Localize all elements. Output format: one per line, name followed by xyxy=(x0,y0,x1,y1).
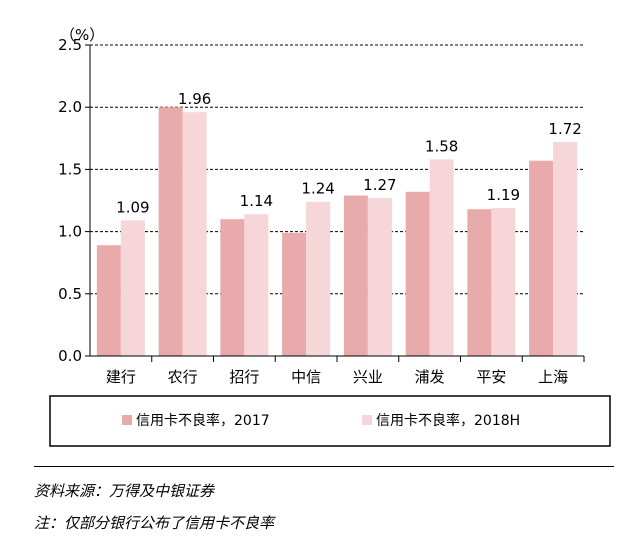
y-tick-label: 0.0 xyxy=(58,347,82,365)
bar-2018h xyxy=(367,198,392,356)
bar-2017 xyxy=(343,195,368,356)
category-label: 上海 xyxy=(538,368,568,386)
data-label: 1.96 xyxy=(178,90,211,108)
data-label: 1.27 xyxy=(363,176,396,194)
bar-2017 xyxy=(282,232,307,356)
category-label: 浦发 xyxy=(415,368,445,386)
data-label: 1.72 xyxy=(548,120,581,138)
legend-label: 信用卡不良率，2017 xyxy=(136,412,270,429)
labels: 0.0 0.5 1.0 1.5 2.0 2.5（%） 1.09 建行 1.96 农行 1.14 招行 1… xyxy=(58,26,582,386)
legend-swatch xyxy=(122,415,132,425)
category-label: 兴业 xyxy=(353,368,383,386)
source-note: 资料来源：万得及中银证券 xyxy=(34,482,215,500)
bar-chart: 0.0 0.5 1.0 1.5 2.0 2.5（%） 1.09 建行 1.96 农行 1.14 招行 1… xyxy=(49,26,611,447)
data-label: 1.19 xyxy=(487,186,520,204)
axes xyxy=(85,44,585,362)
y-tick-label: 1.0 xyxy=(58,223,82,241)
category-label: 农行 xyxy=(168,368,198,386)
data-label: 1.09 xyxy=(116,198,149,216)
y-tick-label: 2.5 xyxy=(58,36,82,54)
bar-2018h xyxy=(182,112,207,357)
legend-label: 信用卡不良率，2018H xyxy=(376,412,520,429)
bar-2018h xyxy=(491,207,516,356)
category-label: 中信 xyxy=(291,368,321,386)
y-tick-label: 0.5 xyxy=(58,285,82,303)
category-label: 平安 xyxy=(476,368,506,386)
footnote: 注：仅部分银行公布了信用卡不良率 xyxy=(34,514,275,532)
bar-2017 xyxy=(467,209,492,356)
bar-2017 xyxy=(405,191,430,356)
bar-2017 xyxy=(96,245,121,356)
legend-box xyxy=(49,395,611,447)
bar-2017 xyxy=(158,107,183,356)
y-tick-label: 1.5 xyxy=(58,160,82,178)
data-label: 1.14 xyxy=(240,192,273,210)
data-label: 1.24 xyxy=(301,180,334,198)
bar-2018h xyxy=(306,201,331,356)
y-tick-label: 2.0 xyxy=(58,98,82,116)
bar-2017 xyxy=(220,219,245,356)
bar-2018h xyxy=(244,214,269,356)
data-label: 1.58 xyxy=(425,137,458,155)
category-label: 招行 xyxy=(229,368,259,386)
footer-divider xyxy=(34,466,614,467)
bars xyxy=(96,107,578,357)
category-label: 建行 xyxy=(106,368,136,386)
legend: 信用卡不良率，2017 信用卡不良率，2018H xyxy=(49,395,611,447)
bar-2017 xyxy=(529,160,554,356)
bar-2018h xyxy=(429,159,454,356)
legend-swatch xyxy=(362,415,372,425)
bar-2018h xyxy=(120,220,145,356)
unit-label: （%） xyxy=(60,26,104,44)
bar-2018h xyxy=(553,142,578,356)
